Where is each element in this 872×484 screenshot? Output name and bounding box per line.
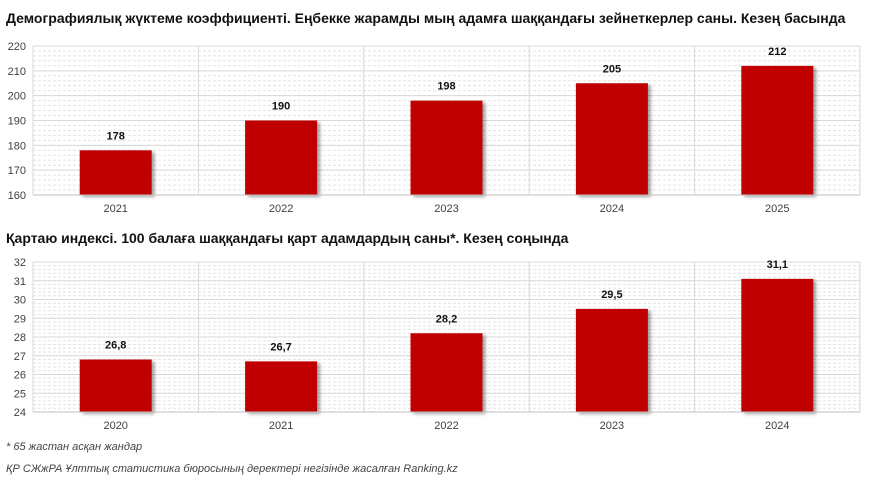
chart2-bar (741, 278, 814, 412)
chart2-bar (79, 359, 152, 412)
chart1-value-label: 212 (768, 46, 786, 58)
chart-2-title: Қартаю индексі. 100 балаға шаққандағы қа… (6, 230, 569, 246)
chart1-value-label: 178 (107, 130, 125, 142)
chart1-ytick-label: 210 (8, 66, 26, 78)
chart1-bar (741, 65, 814, 195)
chart-2-aging-index: 24 25 26 27 28 29 30 31 32 26,8 2020 26,7 2021 28,2 20… (14, 257, 861, 432)
chart1-category-label: 2024 (600, 203, 624, 215)
chart2-value-label: 29,5 (601, 289, 622, 301)
chart-1-title: Демографиялық жүктеме коэффициенті. Еңбе… (6, 10, 846, 26)
chart2-ytick-label: 25 (14, 388, 26, 400)
footnote: * 65 жастан асқан жандар (6, 441, 143, 453)
chart2-bar (245, 361, 318, 412)
chart1-bar (575, 83, 648, 195)
chart1-ytick-label: 200 (8, 91, 26, 103)
chart2-ytick-label: 32 (14, 257, 26, 269)
chart2-ytick-label: 28 (14, 332, 26, 344)
chart1-ytick-label: 160 (8, 190, 26, 202)
source-note: ҚР СЖжРА Ұлттық статистика бюросының дер… (6, 463, 458, 475)
chart2-bar (410, 333, 483, 412)
chart2-value-label: 31,1 (767, 259, 788, 271)
chart2-ytick-label: 27 (14, 351, 26, 363)
chart1-bar (410, 100, 483, 195)
chart1-bar (79, 150, 152, 195)
chart2-value-label: 26,7 (270, 341, 291, 353)
chart1-ytick-label: 170 (8, 165, 26, 177)
chart1-category-label: 2025 (765, 203, 789, 215)
chart2-category-label: 2020 (103, 420, 127, 432)
chart2-ytick-label: 29 (14, 313, 26, 325)
chart2-value-label: 26,8 (105, 340, 126, 352)
chart2-ytick-label: 24 (14, 407, 26, 419)
chart2-ytick-label: 30 (14, 295, 26, 307)
chart1-ytick-label: 190 (8, 116, 26, 128)
chart2-category-label: 2021 (269, 420, 293, 432)
chart1-category-label: 2023 (434, 203, 458, 215)
chart2-category-label: 2024 (765, 420, 789, 432)
chart1-ytick-label: 220 (8, 41, 26, 53)
chart1-value-label: 205 (603, 63, 621, 75)
chart1-ytick-label: 180 (8, 140, 26, 152)
chart1-category-label: 2022 (269, 203, 293, 215)
chart2-bar (575, 308, 648, 412)
chart2-ytick-label: 31 (14, 276, 26, 288)
chart1-category-label: 2021 (103, 203, 127, 215)
chart2-ytick-label: 26 (14, 370, 26, 382)
chart-1-demographic-load: 160 170 180 190 200 210 220 178 2021 190 2022 198 20… (8, 41, 861, 215)
chart1-bar (245, 120, 318, 195)
chart2-category-label: 2023 (600, 420, 624, 432)
chart1-value-label: 198 (437, 81, 455, 93)
chart1-value-label: 190 (272, 101, 290, 113)
chart2-category-label: 2022 (434, 420, 458, 432)
chart2-value-label: 28,2 (436, 313, 457, 325)
